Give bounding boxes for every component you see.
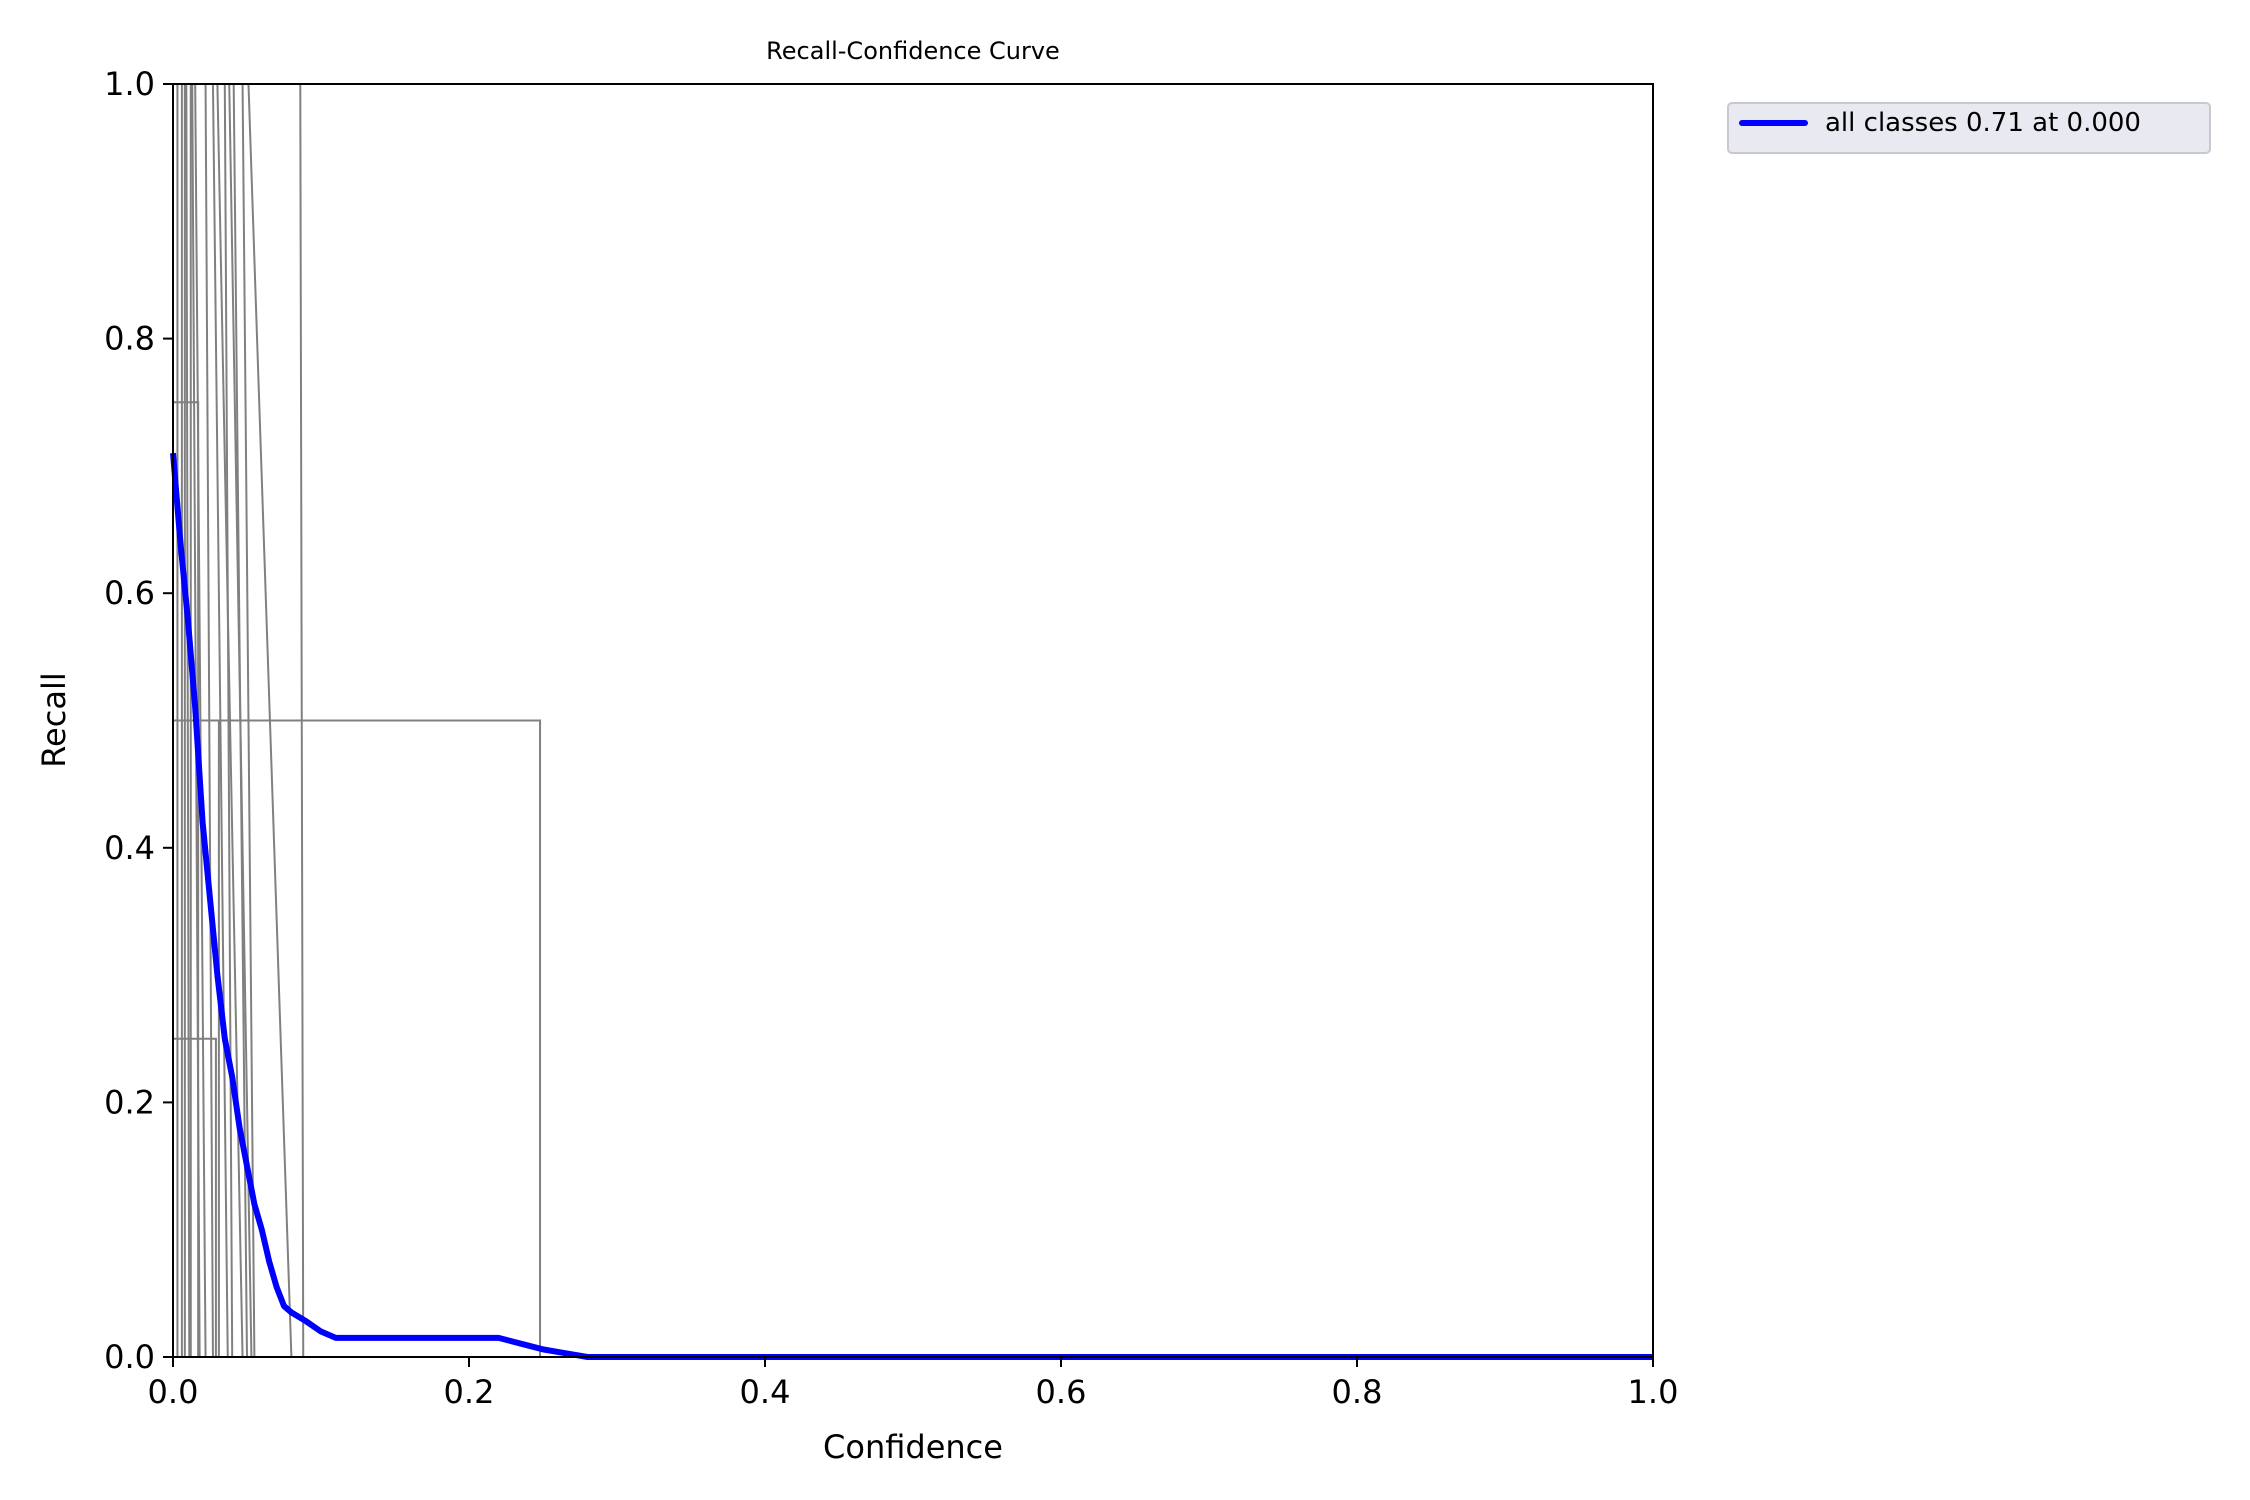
legend: all classes 0.71 at 0.000 xyxy=(1727,102,2211,154)
x-tick-label: 0.4 xyxy=(740,1373,791,1411)
chart-title: Recall-Confidence Curve xyxy=(766,37,1060,65)
x-tick-label: 0.2 xyxy=(444,1373,495,1411)
y-axis-label: Recall xyxy=(35,672,73,767)
x-axis-label: Confidence xyxy=(823,1428,1003,1466)
axes-frame xyxy=(172,83,1654,1358)
y-tick-label: 0.0 xyxy=(104,1338,155,1376)
x-tick-label: 0.6 xyxy=(1036,1373,1087,1411)
x-tick-label: 0.0 xyxy=(148,1373,199,1411)
all-classes-curve xyxy=(170,452,1653,1360)
y-tick-label: 1.0 xyxy=(104,65,155,103)
legend-label-all-classes: all classes 0.71 at 0.000 xyxy=(1825,108,2141,138)
y-axis-ticks: 0.0 0.2 0.4 0.6 0.8 1.0 xyxy=(104,65,173,1376)
x-axis-ticks: 0.0 0.2 0.4 0.6 0.8 1.0 xyxy=(148,1357,1679,1411)
legend-box xyxy=(1727,102,2211,154)
x-tick-label: 0.8 xyxy=(1332,1373,1383,1411)
all-classes-curve-group xyxy=(170,452,1653,1360)
y-tick-label: 0.6 xyxy=(104,574,155,612)
y-tick-label: 0.2 xyxy=(104,1083,155,1121)
y-tick-label: 0.8 xyxy=(104,320,155,358)
x-tick-label: 1.0 xyxy=(1628,1373,1679,1411)
y-tick-label: 0.4 xyxy=(104,829,155,867)
